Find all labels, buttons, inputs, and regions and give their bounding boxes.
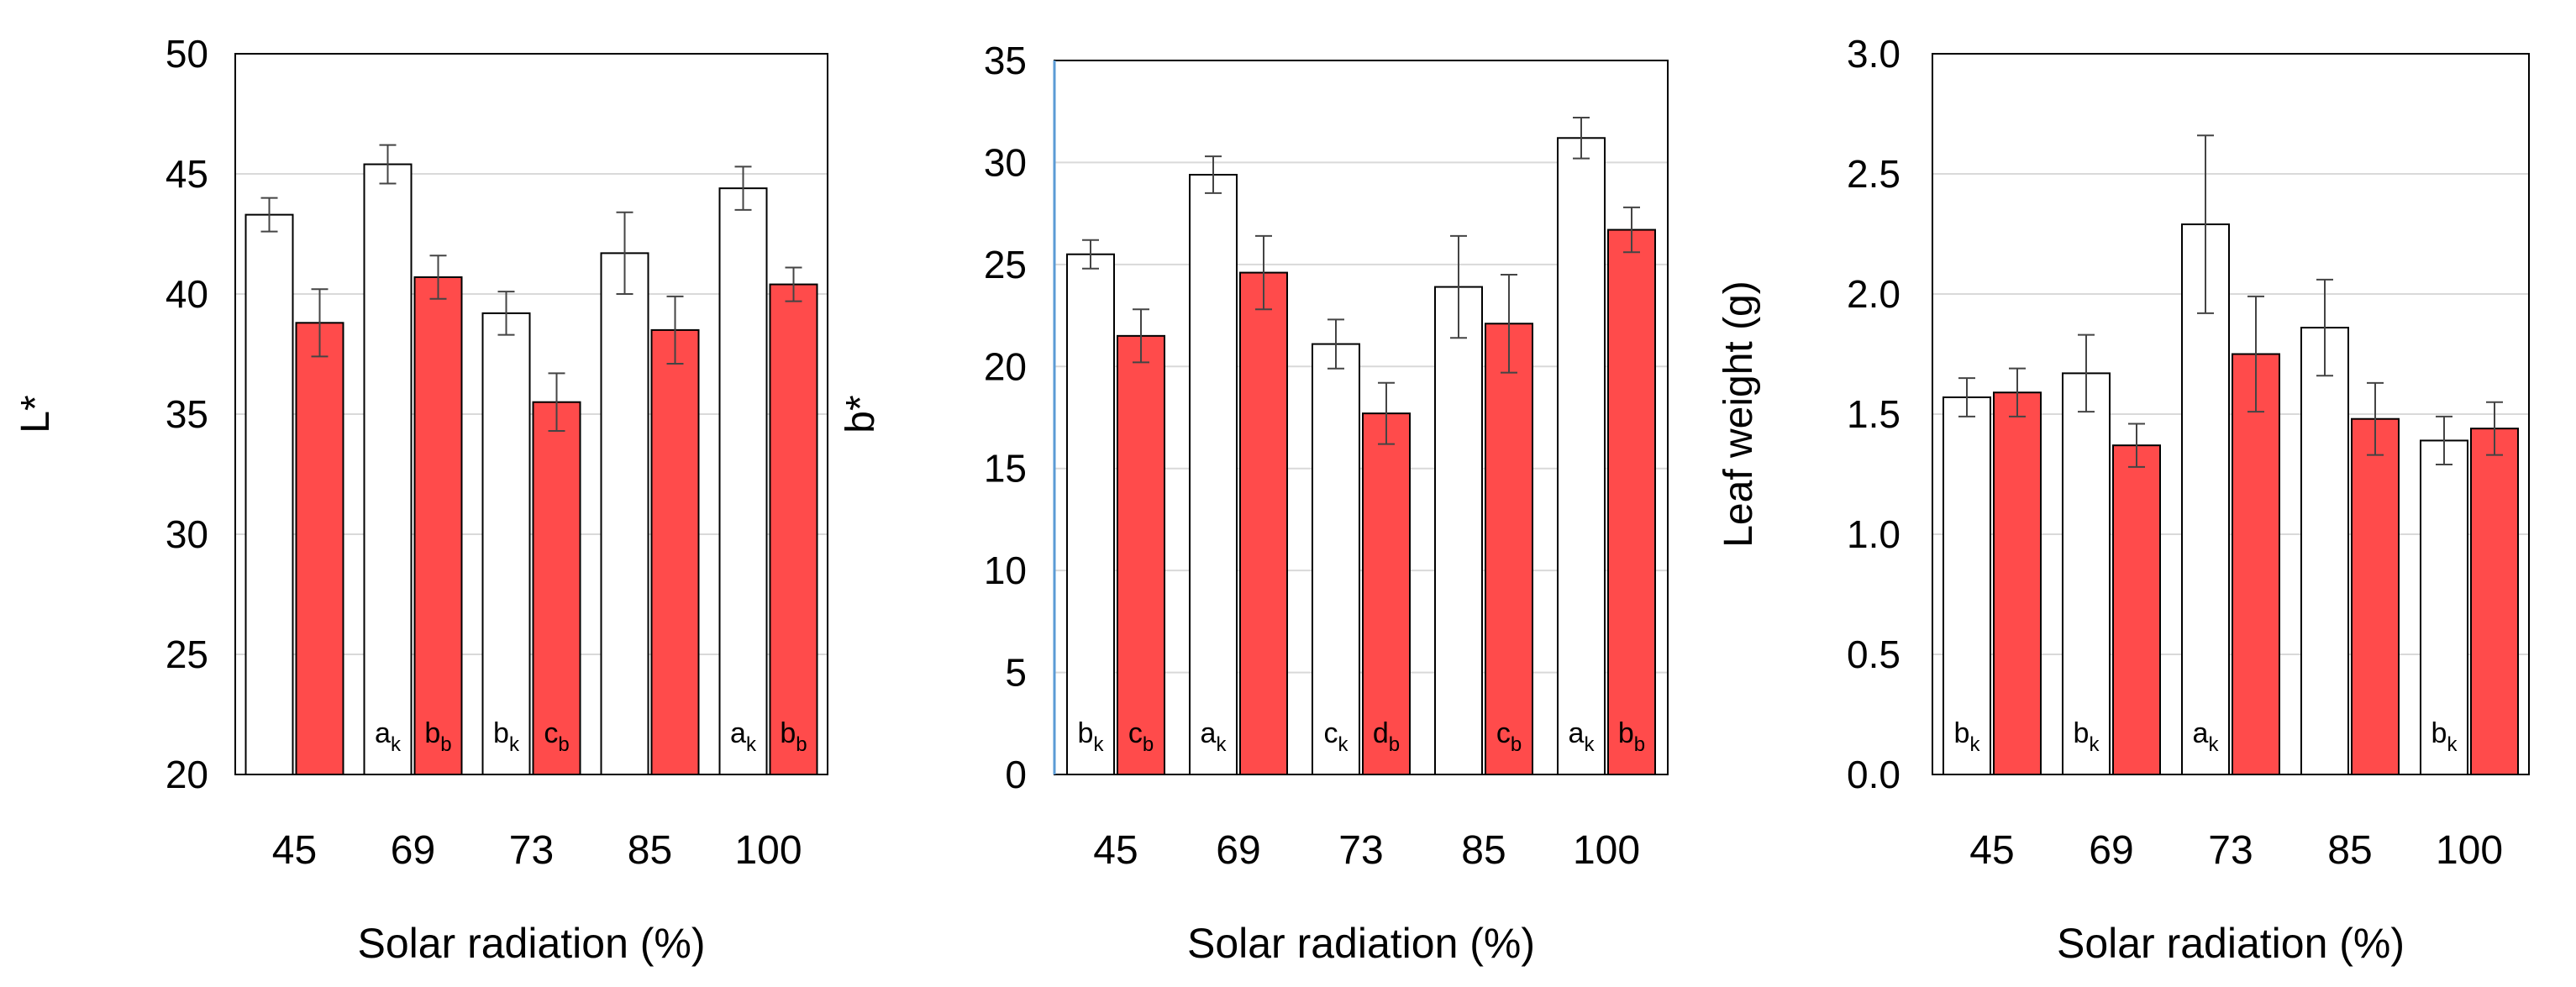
y-tick-label: 5 — [1005, 651, 1027, 695]
significance-label: ak — [1201, 717, 1228, 756]
chart-panel-2: 0 5 10 15 20 25 30 35 b* 45 69 73 85 100 Solar radiati… — [839, 39, 1669, 967]
x-tick-label: 100 — [1573, 828, 1640, 873]
significance-label: bk — [1954, 717, 1981, 756]
chart-panel-3: 0.0 0.5 1.0 1.5 2.0 2.5 3.0 Leaf weight (g) 45 69… — [1716, 32, 2530, 967]
significance-label: bb — [780, 717, 807, 756]
bar-red-73 — [532, 401, 581, 775]
x-tick-label: 73 — [1338, 828, 1383, 873]
y-tick-label: 3.0 — [1847, 32, 1900, 76]
y-tick-label: 35 — [166, 392, 208, 436]
y-tick-label: 20 — [166, 753, 208, 796]
y-tick-label: 45 — [166, 152, 208, 196]
significance-label: bk — [2074, 717, 2100, 756]
plot-frame — [1932, 53, 2530, 775]
x-tick-label: 100 — [2436, 828, 2503, 873]
bar-white-69 — [2062, 372, 2111, 775]
bar-white-85 — [1434, 286, 1483, 776]
x-axis-label: Solar radiation (%) — [1187, 920, 1535, 967]
bar-white-100 — [1557, 137, 1606, 776]
bar-red-100 — [2470, 428, 2519, 775]
y-axis-label: Leaf weight (g) — [1716, 281, 1761, 548]
bar-red-69 — [2112, 444, 2161, 775]
y-axis-label: b* — [839, 395, 883, 433]
bar-red-45 — [1993, 391, 2042, 775]
significance-label: bb — [424, 717, 451, 756]
bar-red-100 — [1607, 228, 1656, 776]
y-tick-label: 2.5 — [1847, 152, 1900, 196]
significance-label: cb — [1128, 717, 1154, 756]
y-tick-label: 20 — [984, 344, 1027, 388]
x-tick-label: 69 — [391, 828, 435, 873]
x-axis-label: Solar radiation (%) — [357, 920, 705, 967]
bar-red-85 — [650, 328, 700, 775]
x-tick-label: 73 — [509, 828, 554, 873]
y-tick-label: 0 — [1005, 753, 1027, 796]
y-tick-label: 25 — [984, 243, 1027, 286]
y-tick-label: 30 — [166, 512, 208, 556]
bar-white-85 — [2300, 327, 2349, 776]
bar-white-100 — [718, 187, 768, 776]
significance-label: cb — [544, 717, 569, 756]
x-tick-label: 85 — [628, 828, 672, 873]
bar-red-85 — [2351, 417, 2400, 775]
significance-label: cb — [1496, 717, 1522, 756]
bar-white-85 — [600, 252, 649, 775]
y-tick-label: 30 — [984, 140, 1027, 184]
chart-panel-1: 20 25 30 35 40 45 50 L* 45 69 73 85 100 Solar radiati… — [13, 32, 828, 967]
significance-label: bk — [1078, 717, 1105, 756]
significance-label: ck — [1324, 717, 1349, 756]
y-axis-label: L* — [13, 395, 58, 433]
bar-white-69 — [1189, 174, 1238, 775]
significance-label: db — [1373, 717, 1400, 756]
y-tick-label: 25 — [166, 633, 208, 676]
significance-label: bb — [1618, 717, 1645, 756]
x-tick-label: 73 — [2208, 828, 2253, 873]
bar-red-85 — [1485, 323, 1533, 775]
bar-white-45 — [244, 213, 294, 775]
significance-label: ak — [375, 717, 402, 756]
y-tick-label: 35 — [984, 39, 1027, 82]
significance-label: bk — [493, 717, 520, 756]
x-tick-label: 69 — [1216, 828, 1260, 873]
x-axis-label: Solar radiation (%) — [2057, 920, 2405, 967]
significance-label: bk — [2431, 717, 2458, 756]
bar-red-69 — [413, 276, 463, 776]
plot-frame — [234, 53, 828, 775]
bar-white-73 — [1312, 343, 1360, 776]
significance-label: ak — [2193, 717, 2220, 756]
bar-white-69 — [363, 163, 413, 775]
bar-red-73 — [1362, 412, 1411, 775]
y-tick-label: 1.5 — [1847, 392, 1900, 436]
bar-red-73 — [2232, 353, 2280, 775]
x-tick-label: 45 — [1093, 828, 1138, 873]
x-tick-label: 85 — [1461, 828, 1506, 873]
bar-white-45 — [1066, 253, 1115, 775]
x-tick-label: 100 — [734, 828, 802, 873]
y-tick-label: 2.0 — [1847, 272, 1900, 316]
significance-label: ak — [730, 717, 757, 756]
y-tick-label: 15 — [984, 447, 1027, 491]
bar-red-69 — [1239, 271, 1288, 776]
y-tick-label: 0.5 — [1847, 633, 1900, 676]
significance-label: ak — [1569, 717, 1596, 756]
bar-red-45 — [1117, 334, 1165, 776]
y-tick-label: 10 — [984, 549, 1027, 592]
y-tick-label: 50 — [166, 32, 208, 76]
y-tick-label: 1.0 — [1847, 512, 1900, 556]
x-tick-label: 69 — [2089, 828, 2133, 873]
x-tick-label: 45 — [1969, 828, 2014, 873]
bar-red-100 — [769, 283, 818, 775]
x-tick-label: 45 — [272, 828, 317, 873]
bar-white-73 — [481, 312, 531, 775]
bar-white-100 — [2420, 439, 2468, 776]
x-tick-label: 85 — [2327, 828, 2372, 873]
y-tick-label: 0.0 — [1847, 753, 1900, 796]
y-tick-label: 40 — [166, 272, 208, 316]
bar-red-45 — [295, 322, 344, 775]
